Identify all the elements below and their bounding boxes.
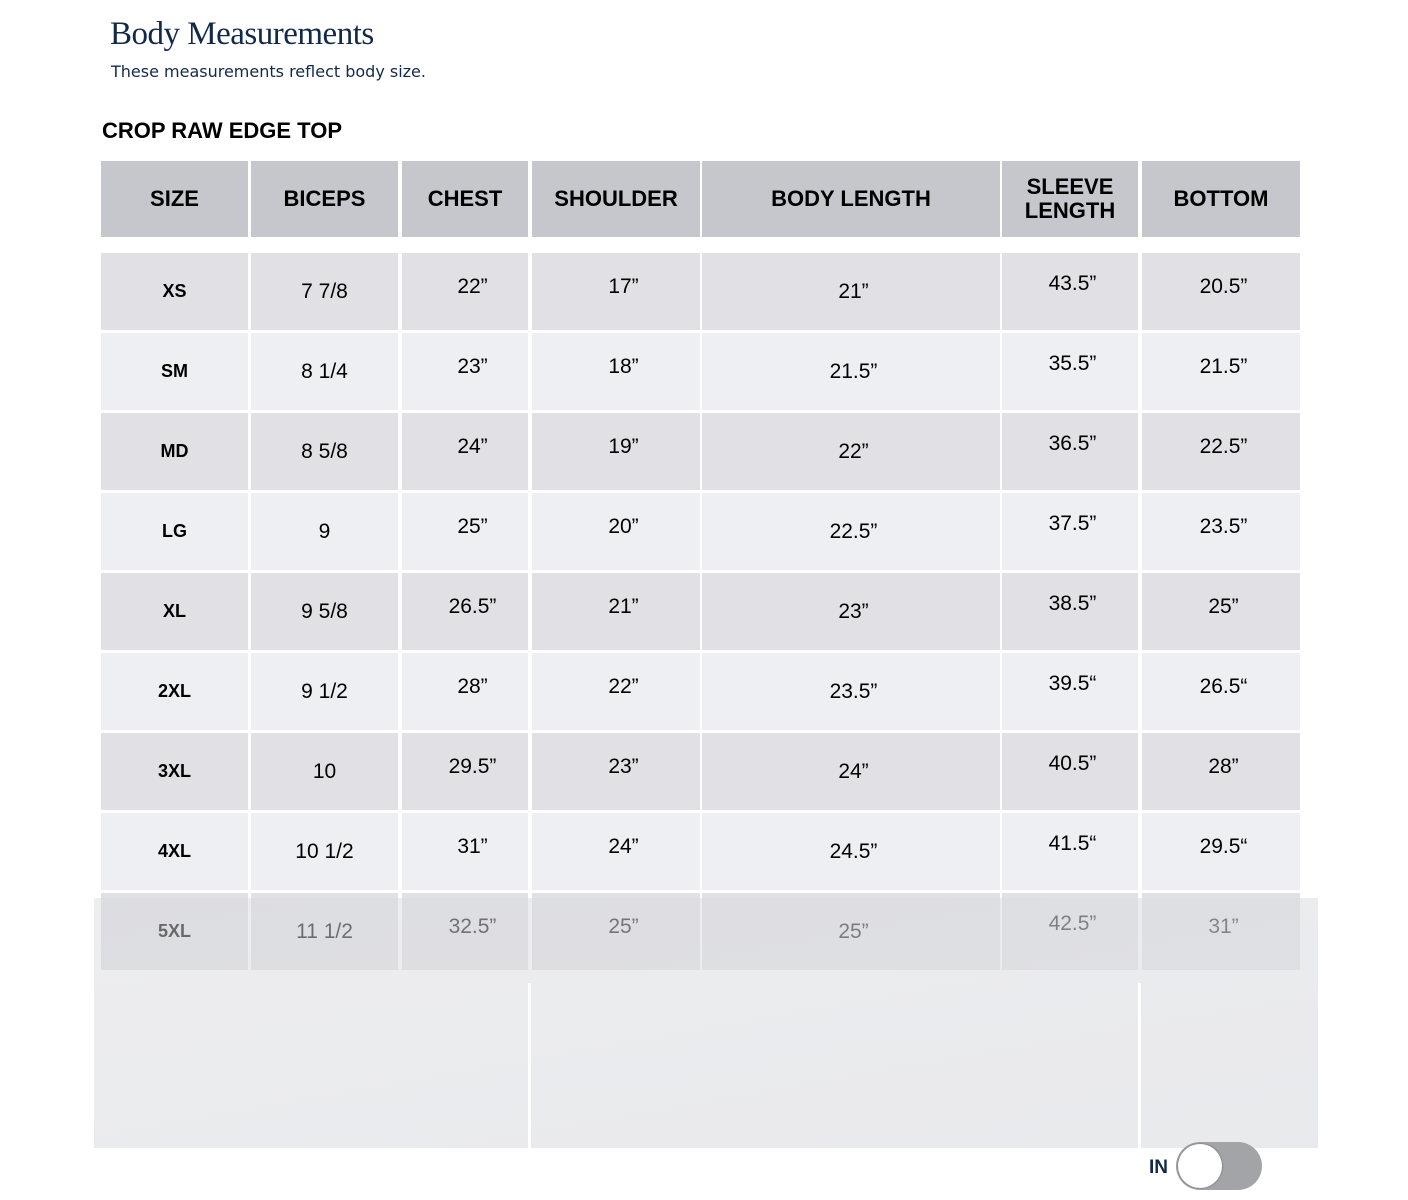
size-label: 2XL [101,653,248,730]
table-cell: 41.5“ [1002,813,1138,890]
toggle-knob[interactable] [1178,1144,1222,1188]
column-header-chest: CHEST [402,161,528,237]
table-cell: 9 1/2 [251,653,398,730]
table-cell: 25” [532,893,700,970]
table-cell: 23.5” [702,653,1000,730]
table-cell: 24” [702,733,1000,810]
table-cell: 29.5“ [1142,813,1300,890]
size-label: 5XL [101,893,248,970]
size-label: LG [101,493,248,570]
table-cell: 21.5” [1142,333,1300,410]
table-cell: 11 1/2 [251,893,398,970]
table-cell: 26.5“ [1142,653,1300,730]
unit-toggle-label: IN [1149,1157,1168,1178]
size-label: 3XL [101,733,248,810]
table-cell: 20” [532,493,700,570]
table-cell: 23” [532,733,700,810]
table-cell: 23” [402,333,528,410]
table-cell: 25” [702,893,1000,970]
table-cell: 8 1/4 [251,333,398,410]
size-label: 4XL [101,813,248,890]
table-cell: 31” [1142,893,1300,970]
table-cell: 9 [251,493,398,570]
table-cell: 43.5” [1002,253,1138,330]
table-cell: 10 [251,733,398,810]
size-label: XL [101,573,248,650]
table-cell: 29.5” [402,733,528,810]
column-header-bottom: BOTTOM [1142,161,1300,237]
table-cell: 7 7/8 [251,253,398,330]
table-cell: 10 1/2 [251,813,398,890]
column-header-body-length: BODY LENGTH [702,161,1000,237]
size-label: MD [101,413,248,490]
table-cell: 21” [532,573,700,650]
table-cell: 31” [402,813,528,890]
table-cell: 24” [402,413,528,490]
product-name: CROP RAW EDGE TOP [102,118,343,143]
table-cell: 26.5” [402,573,528,650]
page-title: Body Measurements [110,16,374,52]
table-cell: 21.5” [702,333,1000,410]
table-cell: 42.5” [1002,893,1138,970]
table-cell: 22.5” [702,493,1000,570]
table-cell: 25” [1142,573,1300,650]
table-cell: 20.5” [1142,253,1300,330]
table-cell: 18” [532,333,700,410]
table-cell: 37.5” [1002,493,1138,570]
column-header-shoulder: SHOULDER [532,161,700,237]
table-cell: 21” [702,253,1000,330]
table-cell: 25” [402,493,528,570]
table-cell: 22” [702,413,1000,490]
unit-toggle[interactable] [1176,1142,1262,1190]
table-cell: 22” [532,653,700,730]
table-cell: 9 5/8 [251,573,398,650]
divider [1138,983,1141,1148]
table-cell: 24.5” [702,813,1000,890]
table-cell: 40.5” [1002,733,1138,810]
table-cell: 35.5” [1002,333,1138,410]
table-cell: 22.5” [1142,413,1300,490]
table-cell: 22” [402,253,528,330]
table-cell: 24” [532,813,700,890]
table-cell: 23” [702,573,1000,650]
table-cell: 28” [1142,733,1300,810]
table-cell: 38.5” [1002,573,1138,650]
table-cell: 36.5” [1002,413,1138,490]
table-cell: 17” [532,253,700,330]
column-header-sleeve-length: SLEEVE LENGTH [1002,161,1138,237]
column-header-size: SIZE [101,161,248,237]
table-cell: 23.5” [1142,493,1300,570]
size-label: XS [101,253,248,330]
table-cell: 32.5” [402,893,528,970]
table-cell: 8 5/8 [251,413,398,490]
table-cell: 39.5“ [1002,653,1138,730]
column-header-biceps: BICEPS [251,161,398,237]
table-cell: 28” [402,653,528,730]
divider [528,983,531,1148]
page-subtitle: These measurements reflect body size. [111,62,426,81]
size-label: SM [101,333,248,410]
table-cell: 19” [532,413,700,490]
